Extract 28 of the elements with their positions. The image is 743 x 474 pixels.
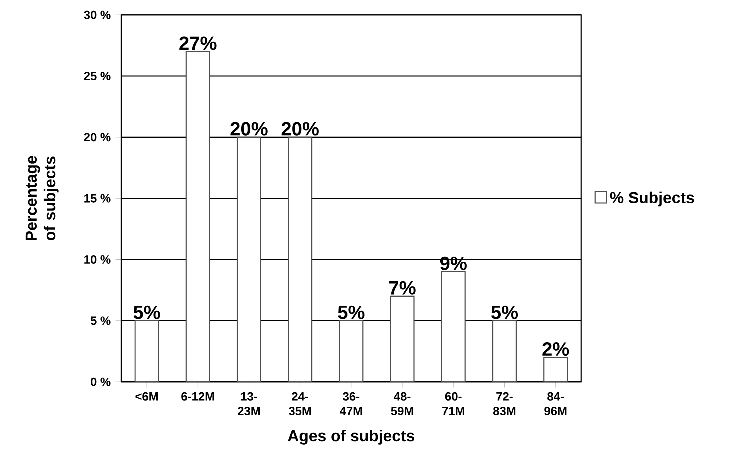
data-label: 9% — [440, 256, 467, 270]
x-tick-label: 24- 35M — [288, 392, 312, 416]
y-tick-label: 5 % — [90, 316, 111, 326]
data-label: 20% — [230, 122, 268, 136]
y-tick-label: 10 % — [84, 256, 111, 264]
x-tick-label: 84- 96M — [544, 392, 567, 416]
data-label: 2% — [542, 342, 570, 356]
y-tick-label: 0 % — [90, 378, 111, 386]
y-tick-label: 15 % — [84, 194, 111, 203]
x-axis-title: Ages of subjects — [288, 430, 415, 445]
data-label: 7% — [390, 281, 416, 295]
y-tick-label: 30 % — [84, 10, 111, 20]
x-tick-label: 13- 23M — [238, 392, 260, 416]
text: % Subjects — [610, 192, 694, 207]
data-label: 27% — [180, 36, 217, 50]
x-tick-label: 72- 83M — [493, 392, 516, 416]
y-axis-title: Percentage of subjects — [26, 156, 59, 241]
data-label: 5% — [491, 306, 518, 320]
data-label: 5% — [338, 306, 365, 320]
x-tick-label: 6-12M — [182, 392, 214, 401]
data-label: 20% — [282, 122, 319, 136]
y-tick-label: 25 % — [84, 72, 111, 81]
data-label: 5% — [134, 306, 160, 320]
y-tick-label: 20 % — [84, 133, 111, 142]
x-tick-label: 48- 59M — [391, 392, 414, 416]
x-tick-label: 60- 71M — [442, 392, 464, 416]
x-tick-label: <6M — [136, 392, 158, 401]
x-tick-label: 36- 47M — [340, 392, 362, 416]
